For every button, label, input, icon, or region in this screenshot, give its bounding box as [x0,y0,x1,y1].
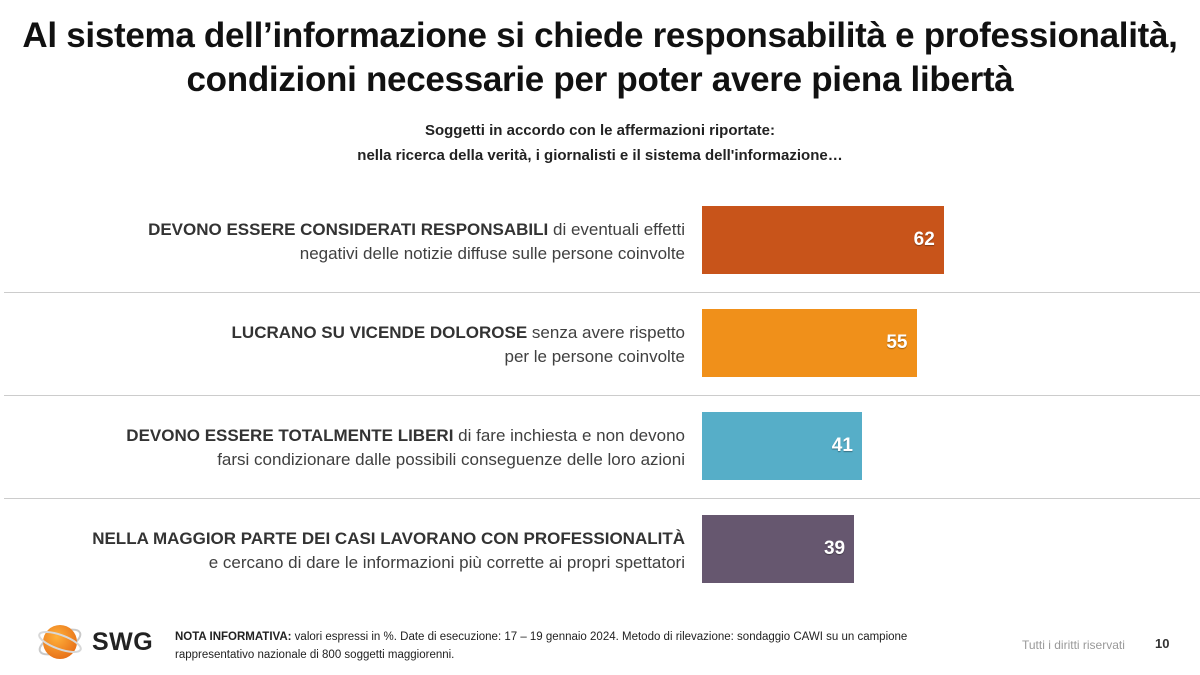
subtitle-line-2: nella ricerca della verità, i giornalist… [357,147,843,164]
data-label: 62 [913,229,935,250]
row-divider [4,498,1200,499]
data-label: 55 [886,332,908,353]
category-label: LUCRANO SU VICENDE DOLOROSE senza avere … [65,293,685,396]
bar: 62 [702,206,944,274]
chart-row: LUCRANO SU VICENDE DOLOROSE senza avere … [0,293,1200,396]
category-label-line2: farsi condizionare dalle possibili conse… [217,449,685,469]
swg-logo-icon [38,625,82,659]
rights-text: Tutti i diritti riservati [1022,638,1125,652]
bar: 39 [702,515,855,583]
category-label: NELLA MAGGIOR PARTE DEI CASI LAVORANO CO… [65,499,685,602]
category-label-rest: senza avere rispetto [527,322,685,342]
category-label-bold: DEVONO ESSERE TOTALMENTE LIBERI [126,425,454,445]
data-label: 41 [831,435,853,456]
category-label-line2: e cercano di dare le informazioni più co… [208,552,685,572]
page-number: 10 [1155,636,1170,651]
note-line-1: valori espressi in %. Date di esecuzione… [291,631,908,643]
row-divider [4,395,1200,396]
footer-note: NOTA INFORMATIVA: valori espressi in %. … [175,628,975,664]
category-label-bold: LUCRANO SU VICENDE DOLOROSE [231,322,528,342]
bar: 41 [702,412,862,480]
title-line-2: condizioni necessarie per poter avere pi… [186,60,1014,99]
subtitle-line-1: Soggetti in accordo con le affermazioni … [424,122,776,139]
chart-subtitle: Soggetti in accordo con le affermazioni … [0,118,1200,168]
data-label: 39 [823,538,846,559]
note-line-2: rappresentativo nazionale di 800 soggett… [175,649,455,661]
category-label-line2: per le persone coinvolte [504,346,685,366]
swg-logo-text: SWG [92,628,154,656]
chart-row: NELLA MAGGIOR PARTE DEI CASI LAVORANO CO… [0,499,1200,602]
bar: 55 [702,309,917,377]
note-label: NOTA INFORMATIVA: [175,631,292,643]
chart-row: DEVONO ESSERE TOTALMENTE LIBERI di fare … [0,396,1200,499]
title-line-1: Al sistema dell’informazione si chiede r… [22,16,1178,55]
category-label-bold: NELLA MAGGIOR PARTE DEI CASI LAVORANO CO… [92,528,685,548]
category-label-rest: di fare inchiesta e non devono [453,425,685,445]
category-label: DEVONO ESSERE CONSIDERATI RESPONSABILI d… [65,190,685,293]
category-label: DEVONO ESSERE TOTALMENTE LIBERI di fare … [65,396,685,499]
category-label-bold: DEVONO ESSERE CONSIDERATI RESPONSABILI [148,219,549,239]
row-divider [4,292,1200,293]
category-label-rest: di eventuali effetti [548,219,685,239]
bar-chart: DEVONO ESSERE CONSIDERATI RESPONSABILI d… [0,190,1200,600]
chart-row: DEVONO ESSERE CONSIDERATI RESPONSABILI d… [0,190,1200,293]
category-label-line2: negativi delle notizie diffuse sulle per… [299,243,685,263]
page-title: Al sistema dell’informazione si chiede r… [0,14,1200,102]
